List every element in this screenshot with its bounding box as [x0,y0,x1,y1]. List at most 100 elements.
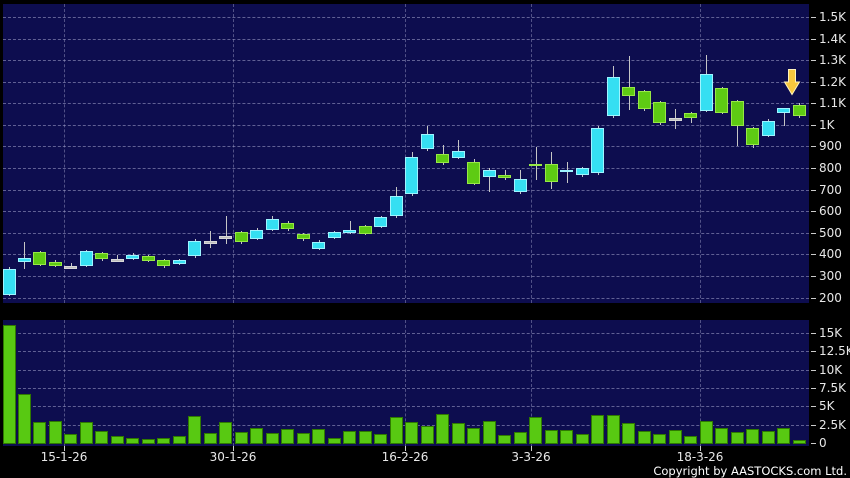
volume-bar [700,421,713,444]
volume-bar [281,429,294,444]
volume-bar [746,429,759,444]
volume-axis-tick [811,333,816,334]
candle-up [126,254,139,260]
candle-up [452,151,465,158]
volume-bar [529,416,542,444]
volume-bar [328,437,341,444]
v-gridline [64,4,65,303]
price-tick-label: 500 [819,225,842,240]
candle-up [312,242,325,249]
volume-tick-label: 5K [819,399,835,414]
candle-up [18,257,31,262]
price-axis-tick [811,38,816,40]
v-gridline [700,4,701,303]
price-axis-tick [811,146,816,148]
volume-bar [250,428,263,444]
volume-bar [576,434,589,444]
volume-bar [64,434,77,444]
price-tick-label: 1K [819,117,835,132]
candle-down [33,252,46,266]
candle-doji [204,240,217,244]
h-gridline [3,275,809,277]
candle-up [3,269,16,296]
date-label: 16-2-26 [381,450,429,464]
copyright-text: Copyright by AASTOCKS.com Ltd. [653,464,847,478]
date-label: 18-3-26 [676,450,724,464]
price-axis-tick [811,17,816,18]
candle-wick [350,221,351,234]
candle-down [157,259,170,267]
h-gridline [3,17,809,18]
volume-tick-label: 2.5K [819,417,846,432]
date-label: 30-1-26 [209,450,257,464]
volume-bar [157,437,170,444]
volume-bar [204,432,217,444]
candle-down [746,128,759,145]
date-tick [233,446,234,451]
candle-down [359,226,372,234]
volume-bar [591,415,604,444]
candle-up [777,108,790,113]
candle-down [638,91,651,109]
candle-down [622,87,635,96]
price-axis-tick [811,81,816,83]
price-tick-label: 1.3K [819,53,846,68]
candle-wick [226,215,227,244]
volume-bar [343,431,356,444]
date-tick [531,446,532,451]
volume-tick-label: 12.5K [819,344,850,359]
volume-bar [483,421,496,444]
candle-up [188,240,201,257]
h-gridline [3,333,809,334]
price-tick-label: 900 [819,139,842,154]
candle-up [343,229,356,233]
volume-bar [297,433,310,444]
price-tick-label: 600 [819,204,842,219]
volume-bar [622,423,635,444]
price-axis-tick [811,275,816,277]
candle-up [80,251,93,267]
candle-wick [489,168,490,192]
candle-down [95,253,108,260]
v-gridline [405,320,406,446]
price-axis-tick [811,124,816,126]
price-tick-label: 200 [819,290,842,305]
volume-bar [18,393,31,444]
candle-down [142,255,155,261]
volume-tick-label: 0 [819,436,827,450]
volume-bar [126,437,139,444]
volume-bar [49,421,62,444]
price-tick-label: 1.2K [819,74,846,89]
candle-wick [629,55,630,110]
candle-wick [24,242,25,270]
volume-axis-tick [811,388,816,389]
volume-bar [33,421,46,444]
volume-bar [607,415,620,444]
candle-down [529,163,542,166]
volume-bar [436,414,449,444]
price-axis-tick [811,168,816,170]
volume-bar [111,435,124,444]
volume-bar [653,434,666,444]
price-axis-tick [811,211,816,213]
price-axis-tick [811,103,816,105]
h-gridline [3,81,809,83]
volume-bar [421,426,434,444]
volume-bar [777,428,790,444]
v-gridline [531,320,532,446]
v-gridline [233,4,234,303]
date-label: 15-1-26 [40,450,88,464]
candle-down [467,161,480,184]
v-gridline [531,4,532,303]
candle-wick [210,231,211,248]
price-tick-label: 700 [819,182,842,197]
h-gridline [3,232,809,234]
volume-bar [762,431,775,444]
candle-down [793,105,806,117]
volume-bar [452,423,465,444]
h-gridline [3,211,809,213]
volume-axis-tick [811,443,816,444]
candle-wick [567,161,568,184]
candle-wick [784,107,785,127]
